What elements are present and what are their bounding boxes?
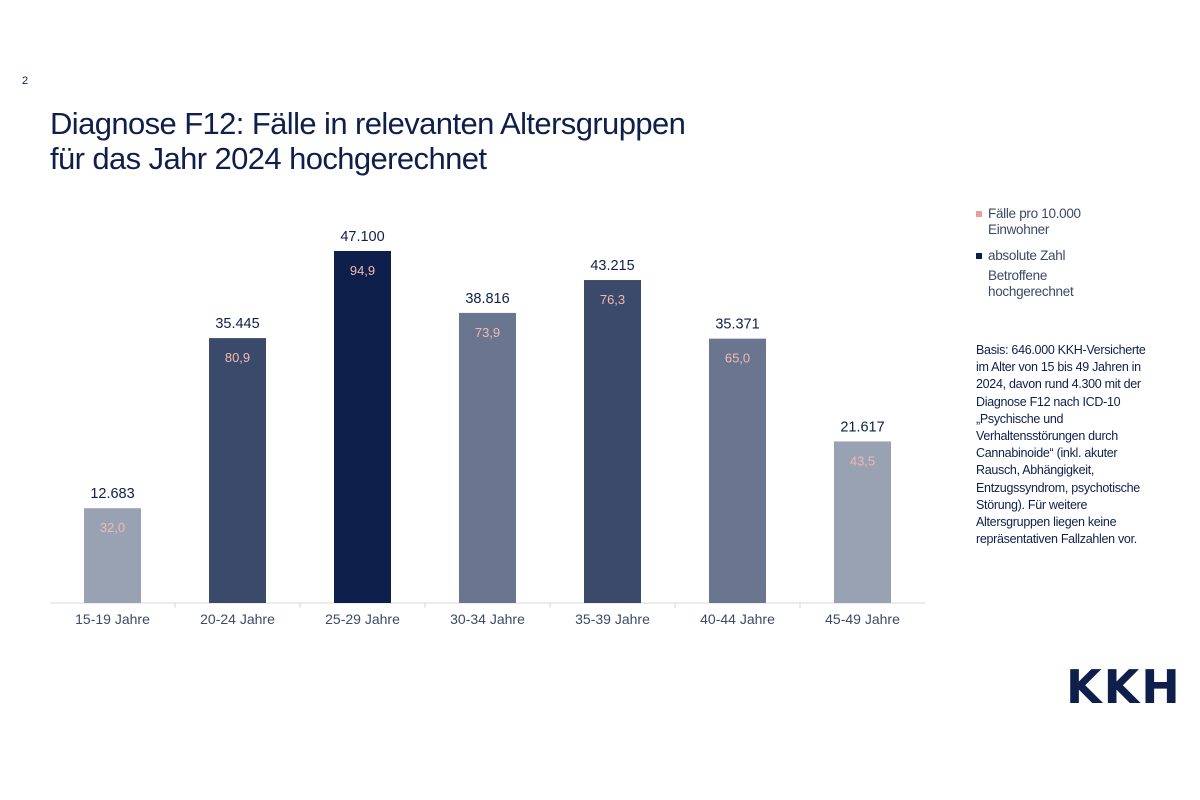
chart-legend: Fälle pro 10.000 Einwohner absolute Zahl… [976, 206, 1116, 310]
page-title: Diagnose F12: Fälle in relevanten Alters… [50, 106, 730, 176]
bar-rate-label: 65,0 [725, 351, 750, 366]
page-number: 2 [22, 75, 29, 87]
bar-rate-label: 73,9 [475, 325, 500, 340]
legend-item-rate: Fälle pro 10.000 Einwohner [976, 206, 1116, 238]
bar-rate-label: 80,9 [225, 350, 250, 365]
bar [834, 441, 891, 603]
x-tick-label: 40-44 Jahre [700, 611, 775, 627]
kkh-logo: KKH [1066, 660, 1182, 714]
bar-rate-label: 43,5 [850, 453, 875, 468]
bar-value-label: 12.683 [90, 486, 134, 502]
legend-swatch-rate [976, 211, 982, 217]
x-tick-label: 15-19 Jahre [75, 611, 150, 627]
bar-rate-label: 76,3 [600, 292, 625, 307]
bar-value-label: 35.371 [715, 317, 759, 333]
bar-chart: 12.683 32,0 15-19 Jahre 35.445 80,9 20-24 Jah… [50, 229, 925, 627]
x-tick-label: 35-39 Jahre [575, 611, 650, 627]
bar [584, 280, 641, 603]
bar-value-label: 21.617 [840, 419, 884, 435]
title-line-2: für das Jahr 2024 hochgerechnet [50, 141, 487, 176]
legend-item-absolute: absolute Zahl Betroffene hochgerechnet [976, 248, 1116, 300]
bar [84, 508, 141, 603]
bar [459, 312, 516, 603]
bar [709, 338, 766, 603]
legend-label-absolute-1: absolute Zahl [988, 248, 1066, 263]
basis-note: Basis: 646.000 KKH-Versicherte im Alter … [976, 343, 1146, 547]
bar [209, 338, 266, 603]
legend-swatch-absolute [976, 253, 982, 259]
bar-value-label: 47.100 [340, 229, 384, 245]
bar [334, 251, 391, 603]
x-tick-label: 25-29 Jahre [325, 611, 400, 627]
x-tick-label: 20-24 Jahre [200, 611, 275, 627]
bar-value-label: 35.445 [215, 316, 259, 332]
title-line-1: Diagnose F12: Fälle in relevanten Alters… [50, 106, 686, 141]
legend-label-absolute-2: Betroffene hochgerechnet [988, 268, 1074, 299]
bar-rate-label: 32,0 [100, 520, 125, 535]
bar-rate-label: 94,9 [350, 263, 375, 278]
legend-label-rate: Fälle pro 10.000 Einwohner [988, 206, 1081, 237]
x-tick-label: 30-34 Jahre [450, 611, 525, 627]
x-tick-label: 45-49 Jahre [825, 611, 900, 627]
bar-value-label: 38.816 [465, 291, 509, 307]
bar-value-label: 43.215 [590, 258, 634, 274]
